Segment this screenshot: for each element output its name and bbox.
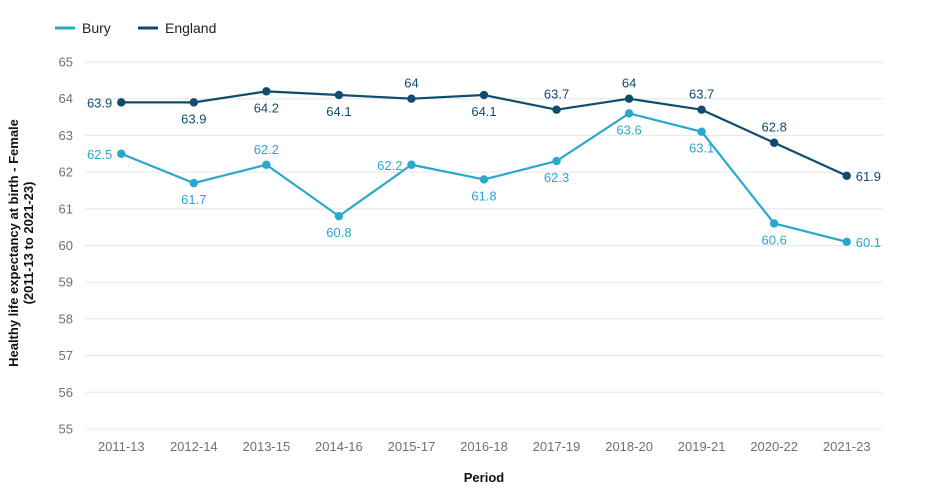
data-point bbox=[624, 94, 634, 103]
y-axis-title-line: (2011-13 to 2021-23) bbox=[21, 182, 36, 305]
y-tick-label: 64 bbox=[59, 91, 73, 106]
data-label: 64.2 bbox=[254, 100, 279, 115]
x-tick-label: 2017-19 bbox=[533, 439, 581, 454]
data-label: 62.3 bbox=[544, 170, 569, 185]
y-tick-label: 57 bbox=[59, 348, 73, 363]
data-label: 64 bbox=[404, 76, 418, 91]
data-label: 63.7 bbox=[689, 87, 714, 102]
data-point bbox=[117, 149, 126, 158]
series-layer bbox=[117, 87, 851, 247]
data-point bbox=[697, 105, 706, 114]
y-axis-title-line: Healthy life expectancy at birth - Femal… bbox=[6, 119, 21, 367]
data-label: 63.7 bbox=[544, 87, 569, 102]
data-label: 64.1 bbox=[471, 104, 496, 119]
data-label: 61.7 bbox=[181, 192, 206, 207]
y-tick-label: 62 bbox=[59, 165, 73, 180]
data-point bbox=[842, 171, 851, 180]
data-point bbox=[769, 138, 779, 147]
y-tick-label: 55 bbox=[59, 422, 73, 437]
x-tick-label: 2014-16 bbox=[315, 439, 363, 454]
data-point bbox=[407, 160, 416, 169]
legend-item-bury: Bury bbox=[55, 20, 111, 36]
data-point bbox=[262, 87, 271, 96]
data-label: 61.8 bbox=[471, 188, 496, 203]
data-label: 63.6 bbox=[616, 122, 641, 137]
x-tick-label: 2011-13 bbox=[98, 439, 145, 454]
x-tick-label: 2018-20 bbox=[605, 439, 653, 454]
y-tick-label: 61 bbox=[59, 201, 73, 216]
data-label: 60.8 bbox=[326, 225, 351, 240]
data-point bbox=[697, 127, 706, 136]
data-point bbox=[334, 90, 344, 100]
data-label: 62.8 bbox=[762, 120, 787, 135]
data-point bbox=[479, 175, 489, 184]
x-tick-label: 2021-23 bbox=[823, 439, 871, 454]
data-point bbox=[552, 156, 561, 166]
data-labels: 62.5 61.7 62.2 60.8 62.2 61.8 62.3 63.6 63.1 60.6… bbox=[87, 76, 881, 250]
data-point bbox=[262, 160, 271, 169]
data-point bbox=[407, 94, 416, 103]
x-tick-label: 2012-14 bbox=[170, 439, 218, 454]
data-point bbox=[769, 219, 779, 228]
y-tick-label: 63 bbox=[59, 128, 73, 143]
y-tick-label: 56 bbox=[59, 385, 73, 400]
x-tick-label: 2013-15 bbox=[243, 439, 291, 454]
y-tick-label: 65 bbox=[59, 55, 73, 70]
x-tick-label: 2020-22 bbox=[750, 439, 798, 454]
legend: Bury England bbox=[55, 20, 216, 36]
y-tick-label: 59 bbox=[59, 275, 73, 290]
data-point bbox=[552, 105, 561, 114]
data-label: 64.1 bbox=[326, 104, 351, 119]
data-label: 63.9 bbox=[87, 95, 112, 110]
x-tick-label: 2015-17 bbox=[388, 439, 436, 454]
data-label: 60.6 bbox=[762, 232, 787, 247]
legend-label: Bury bbox=[82, 20, 111, 36]
data-label: 62.2 bbox=[377, 158, 402, 173]
x-tick-label: 2016-18 bbox=[460, 439, 508, 454]
data-label: 61.9 bbox=[856, 169, 881, 184]
data-label: 62.2 bbox=[254, 142, 279, 157]
y-axis-title: Healthy life expectancy at birth - Femal… bbox=[6, 119, 36, 367]
data-point bbox=[189, 178, 199, 188]
series-england bbox=[117, 87, 851, 180]
data-label: 62.5 bbox=[87, 147, 112, 162]
y-axis-ticks: 55 56 57 58 59 60 61 62 63 64 65 bbox=[59, 55, 73, 437]
x-axis-title: Period bbox=[464, 470, 505, 485]
data-label: 64 bbox=[622, 76, 636, 91]
data-point bbox=[624, 109, 634, 118]
series-bury bbox=[117, 109, 851, 247]
y-tick-label: 60 bbox=[59, 238, 73, 253]
data-label: 63.1 bbox=[689, 141, 714, 156]
data-point bbox=[334, 211, 344, 221]
legend-label: England bbox=[165, 20, 216, 36]
data-point bbox=[479, 90, 489, 100]
data-label: 60.1 bbox=[856, 235, 881, 250]
data-point bbox=[189, 98, 199, 107]
data-point bbox=[117, 98, 126, 107]
data-point bbox=[842, 237, 851, 247]
legend-item-england: England bbox=[138, 20, 216, 36]
x-tick-label: 2019-21 bbox=[678, 439, 726, 454]
data-label: 63.9 bbox=[181, 111, 206, 126]
x-axis-ticks: 2011-13 2012-14 2013-15 2014-16 2015-17 2016-… bbox=[98, 439, 871, 454]
y-tick-label: 58 bbox=[59, 311, 73, 326]
